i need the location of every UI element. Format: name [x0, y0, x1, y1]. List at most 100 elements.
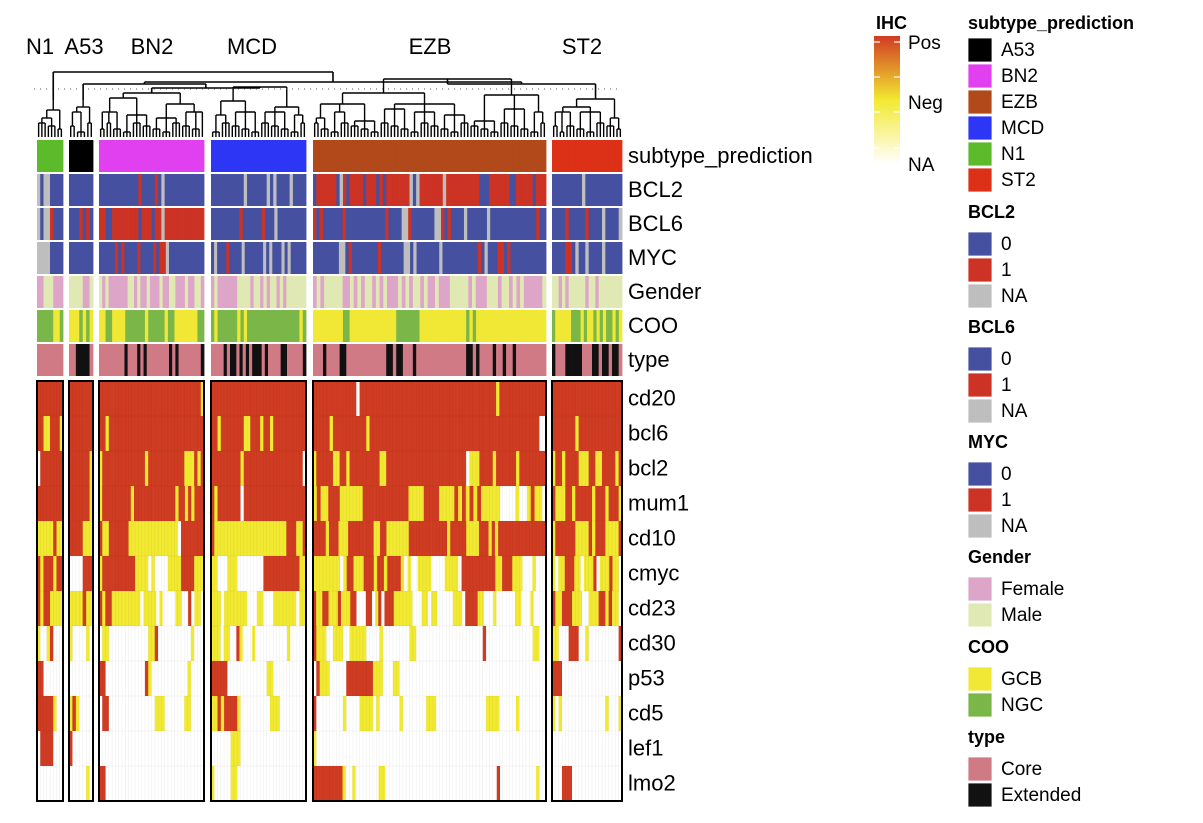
annotation-cell	[290, 344, 294, 376]
annotation-cell	[555, 174, 560, 206]
annotation-cell	[442, 140, 447, 172]
heatmap-cell	[462, 381, 467, 417]
heatmap-cell	[56, 766, 61, 802]
heatmap-cell	[512, 381, 517, 417]
heatmap-cell	[486, 661, 490, 697]
heatmap-cell	[220, 626, 224, 662]
heatmap-cell	[530, 521, 534, 557]
heatmap-cell	[512, 696, 517, 732]
heatmap-cell	[171, 521, 175, 557]
heatmap-cell	[125, 696, 129, 732]
heatmap-cell	[214, 486, 218, 522]
heatmap-cell	[602, 521, 606, 557]
annotation-cell	[75, 208, 80, 240]
heatmap-cell	[319, 591, 323, 627]
heatmap-cell	[43, 626, 48, 662]
heatmap-cell	[583, 556, 588, 592]
annotation-cell	[455, 242, 460, 274]
heatmap-cell	[443, 591, 447, 627]
row-label-mum1: mum1	[628, 490, 689, 515]
annotation-cell	[469, 344, 474, 376]
heatmap-cell	[128, 556, 133, 592]
heatmap-cell	[105, 556, 110, 592]
annotation-cell	[349, 276, 355, 308]
heatmap-cell	[352, 416, 357, 452]
heatmap-cell	[342, 381, 347, 417]
heatmap-cell	[286, 451, 290, 487]
legend-swatch	[967, 346, 993, 372]
heatmap-cell	[158, 626, 162, 662]
heatmap-cell	[37, 696, 41, 732]
heatmap-cell	[406, 696, 410, 732]
annotation-cell	[125, 140, 129, 172]
heatmap-cell	[502, 661, 507, 697]
heatmap-cell	[502, 696, 507, 732]
annotation-cell	[502, 310, 507, 342]
heatmap-cell	[383, 521, 387, 557]
annotation-cell	[86, 140, 90, 172]
heatmap-cell	[431, 486, 436, 522]
heatmap-cell	[316, 696, 320, 732]
annotation-cell	[322, 208, 327, 240]
heatmap-cell	[492, 416, 497, 452]
annotation-cell	[299, 140, 304, 172]
heatmap-cell	[141, 661, 146, 697]
heatmap-cell	[184, 556, 188, 592]
heatmap-cell	[416, 696, 420, 732]
annotation-cell	[99, 276, 103, 308]
annotation-cell	[466, 174, 470, 206]
annotation-cell	[386, 276, 392, 308]
heatmap-cell	[416, 661, 420, 697]
heatmap-cell	[108, 626, 113, 662]
annotation-cell	[200, 140, 205, 172]
annotation-cell	[578, 208, 583, 240]
annotation-cell	[229, 242, 233, 274]
heatmap-cell	[558, 696, 563, 732]
heatmap-cell	[283, 521, 287, 557]
heatmap-cell	[75, 556, 80, 592]
heatmap-cell	[125, 731, 129, 767]
heatmap-cell	[359, 731, 364, 767]
annotation-cell	[588, 174, 593, 206]
heatmap-cell	[165, 591, 170, 627]
annotation-cell	[335, 276, 340, 308]
legend-swatch	[967, 487, 993, 513]
annotation-cell	[385, 208, 389, 240]
heatmap-cell	[261, 626, 266, 662]
annotation-cell	[174, 310, 179, 342]
heatmap-cell	[480, 591, 485, 627]
annotation-cell	[75, 310, 80, 342]
annotation-cell	[316, 140, 321, 172]
annotation-cell	[233, 344, 237, 376]
heatmap-cell	[562, 626, 566, 662]
heatmap-cell	[128, 766, 133, 802]
heatmap-cell	[108, 591, 113, 627]
annotation-cell	[376, 344, 380, 376]
heatmap-cell	[184, 521, 188, 557]
annotation-cell	[131, 174, 136, 206]
heatmap-cell	[612, 381, 616, 417]
annotation-cell	[194, 310, 198, 342]
heatmap-cell	[124, 486, 128, 522]
annotation-cell	[320, 276, 325, 308]
annotation-cell	[539, 140, 544, 172]
heatmap-cell	[402, 696, 407, 732]
annotation-cell	[286, 140, 291, 172]
heatmap-cell	[436, 696, 440, 732]
heatmap-cell	[366, 381, 370, 417]
heatmap-cell	[99, 731, 103, 767]
annotation-cell	[146, 242, 151, 274]
annotation-cell	[75, 174, 80, 206]
heatmap-cell	[333, 556, 337, 592]
annotation-cell	[565, 344, 570, 376]
heatmap-cell	[479, 626, 484, 662]
heatmap-cell	[582, 661, 586, 697]
heatmap-cell	[82, 766, 87, 802]
annotation-cell	[359, 344, 364, 376]
heatmap-cell	[108, 731, 113, 767]
heatmap-cell	[389, 661, 394, 697]
heatmap-cell	[555, 661, 559, 697]
annotation-cell	[612, 242, 616, 274]
heatmap-cell	[392, 731, 397, 767]
heatmap-cell	[408, 486, 413, 522]
